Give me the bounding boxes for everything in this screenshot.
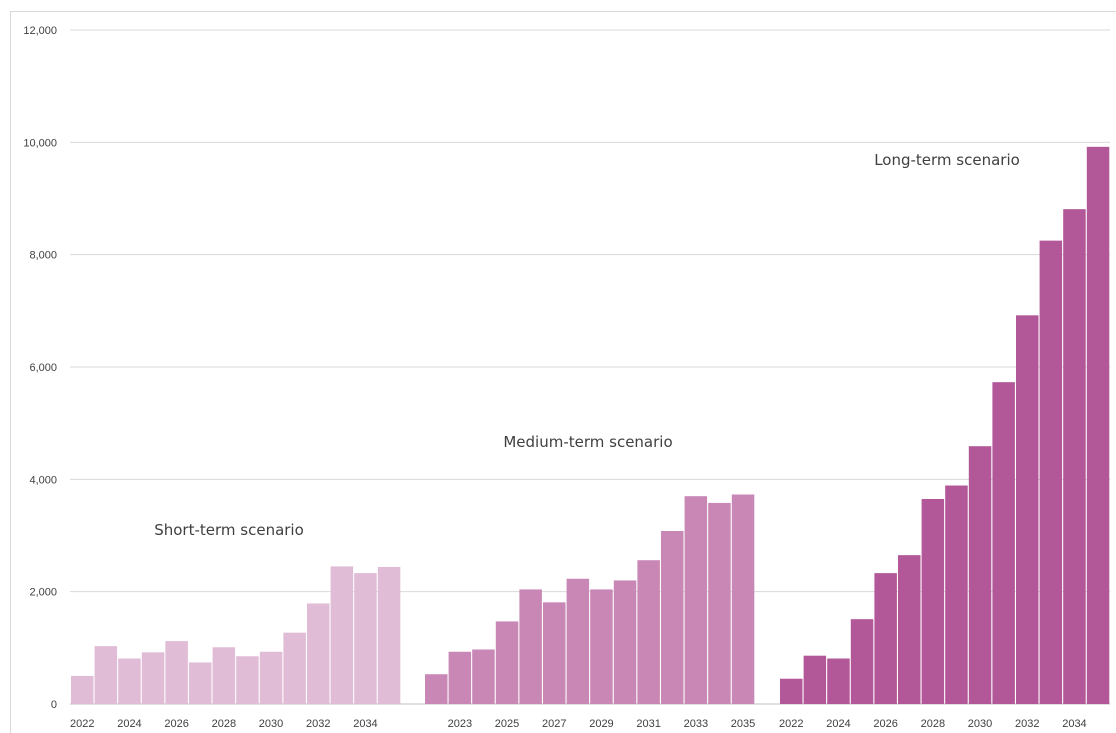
bar xyxy=(684,496,708,704)
x-tick-label: 2034 xyxy=(353,718,377,730)
x-tick-label: 2023 xyxy=(448,718,472,730)
bar xyxy=(472,649,495,704)
bar xyxy=(94,646,118,704)
x-tick-label: 2029 xyxy=(589,718,613,730)
bar xyxy=(803,655,827,704)
bar xyxy=(377,566,401,704)
x-tick-label: 2034 xyxy=(1062,718,1086,730)
bar xyxy=(1039,240,1063,704)
bar xyxy=(945,485,968,704)
x-tick-label: 2022 xyxy=(70,718,94,730)
scenario-label: Short-term scenario xyxy=(154,521,304,539)
y-tick-label: 8,000 xyxy=(29,250,57,262)
x-tick-label: 2026 xyxy=(873,718,897,730)
bar xyxy=(495,621,519,704)
bar xyxy=(1016,315,1039,704)
x-tick-label: 2035 xyxy=(731,718,755,730)
bar xyxy=(566,578,590,704)
x-tick-label: 2027 xyxy=(542,718,566,730)
bar xyxy=(307,603,330,704)
x-tick-label: 2030 xyxy=(259,718,283,730)
x-tick-label: 2032 xyxy=(1015,718,1039,730)
x-tick-label: 2024 xyxy=(117,718,141,730)
bar xyxy=(780,678,803,704)
bar xyxy=(613,580,637,704)
x-tick-label: 2031 xyxy=(636,718,660,730)
y-tick-label: 6,000 xyxy=(29,362,57,374)
bar xyxy=(71,675,94,704)
chart-frame xyxy=(10,11,1116,733)
bar xyxy=(637,560,660,704)
bars xyxy=(71,146,1110,704)
x-tick-label: 2025 xyxy=(495,718,519,730)
y-tick-label: 2,000 xyxy=(29,587,57,599)
bar xyxy=(519,589,542,704)
bar xyxy=(330,566,354,704)
x-tick-label: 2022 xyxy=(779,718,803,730)
bar xyxy=(1086,146,1110,704)
y-tick-label: 4,000 xyxy=(29,474,57,486)
bar xyxy=(898,555,921,704)
bar xyxy=(425,674,448,704)
bar xyxy=(118,658,141,704)
y-tick-label: 10,000 xyxy=(23,137,57,149)
scenario-label: Medium-term scenario xyxy=(503,433,672,451)
bar xyxy=(661,531,684,704)
bar xyxy=(968,446,992,704)
bar xyxy=(1063,209,1086,704)
x-tick-label: 2030 xyxy=(968,718,992,730)
scenario-label: Long-term scenario xyxy=(874,151,1020,169)
bar xyxy=(236,656,259,704)
x-tick-label: 2028 xyxy=(212,718,236,730)
bar xyxy=(731,494,755,704)
bar xyxy=(874,573,897,704)
y-tick-label: 12,000 xyxy=(23,25,57,37)
bar xyxy=(165,641,188,704)
x-tick-label: 2028 xyxy=(921,718,945,730)
bar xyxy=(448,651,472,704)
y-tick-label: 0 xyxy=(51,699,57,711)
bar xyxy=(921,498,945,704)
bar xyxy=(283,632,306,704)
bar xyxy=(354,573,377,704)
labels: 0 2,000 4,000 6,000 8,000 10,000 12,000 2022 202… xyxy=(23,25,1086,730)
bar xyxy=(590,589,613,704)
x-tick-label: 2026 xyxy=(164,718,188,730)
bar xyxy=(827,658,850,704)
bar xyxy=(259,651,283,704)
x-tick-label: 2033 xyxy=(684,718,708,730)
bar xyxy=(992,382,1015,704)
x-tick-label: 2032 xyxy=(306,718,330,730)
x-tick-label: 2024 xyxy=(826,718,850,730)
bar xyxy=(708,502,731,704)
bar xyxy=(212,647,236,704)
bar xyxy=(543,602,566,704)
bar xyxy=(189,662,212,704)
bar xyxy=(141,652,165,704)
bar xyxy=(850,619,874,704)
